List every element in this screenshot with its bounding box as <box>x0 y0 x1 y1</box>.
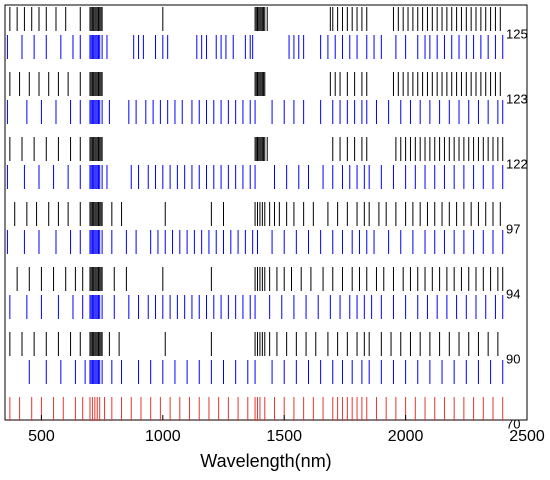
x-axis-label: Wavelength(nm) <box>200 451 331 471</box>
plot-frame <box>4 4 528 421</box>
row-label: 123 <box>506 91 528 106</box>
row-label: 70 <box>506 416 520 431</box>
row-label: 90 <box>506 351 520 366</box>
row-label: 97 <box>506 221 520 236</box>
row-label: 125 <box>506 26 528 41</box>
x-tick-label: 2000 <box>388 428 424 445</box>
x-tick-label: 500 <box>28 428 55 445</box>
row-label: 122 <box>506 156 528 171</box>
x-tick-label: 1000 <box>145 428 181 445</box>
x-tick-label: 1500 <box>266 428 302 445</box>
x-tick-label: 2500 <box>509 428 545 445</box>
row-label: 94 <box>506 286 520 301</box>
